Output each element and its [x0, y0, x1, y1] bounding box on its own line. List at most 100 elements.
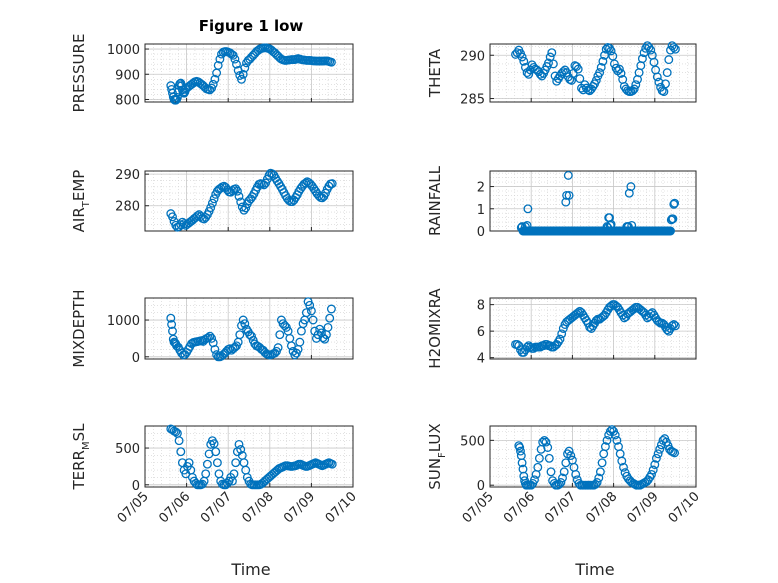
y-tick-label: 500	[460, 434, 485, 449]
data-point	[517, 222, 527, 232]
data-point	[617, 456, 627, 466]
data-point	[237, 74, 246, 84]
data-point	[520, 222, 530, 232]
data-point	[646, 45, 656, 55]
data-point	[326, 57, 336, 67]
data-point	[575, 74, 585, 84]
data-point	[547, 48, 557, 58]
data-point	[235, 330, 245, 340]
data-point	[666, 226, 675, 236]
data-point	[666, 215, 676, 225]
subplot-air-temp: 280 290 AIRTEMP	[70, 168, 354, 233]
data-point	[614, 64, 624, 74]
data-point	[544, 453, 554, 463]
data-point	[323, 322, 333, 332]
y-tick-label: 0	[477, 225, 485, 240]
data-point	[202, 459, 212, 469]
series-markers	[166, 43, 336, 105]
data-point	[600, 442, 610, 452]
data-point	[648, 465, 658, 475]
data-point	[516, 451, 526, 461]
data-point	[571, 469, 581, 479]
data-point	[174, 436, 184, 446]
x-tick-label: 07/09	[281, 489, 318, 526]
subplot-pressure: 800 900 1000 PRESSURE	[70, 34, 354, 113]
subplot-theta: 285 290 THETA	[426, 41, 697, 108]
data-point	[524, 69, 534, 79]
series-markers	[166, 168, 337, 232]
data-point	[538, 437, 548, 447]
data-point	[563, 170, 573, 180]
y-tick-label: 1000	[107, 43, 140, 58]
x-tick-label: 07/10	[666, 489, 703, 526]
data-point	[597, 458, 607, 468]
data-point	[652, 72, 662, 82]
y-axis-label: AIRTEMP	[70, 170, 92, 233]
series-markers	[511, 41, 680, 97]
data-point	[615, 449, 625, 459]
data-point	[539, 435, 549, 445]
data-point	[629, 84, 639, 94]
data-point	[649, 57, 659, 67]
data-point	[296, 326, 306, 336]
data-point	[595, 467, 605, 477]
data-point	[295, 337, 305, 347]
data-point	[637, 54, 647, 64]
subplot-sun-flux: 0 500 07/05 07/06 07/07 07/08 07/09 07/10 SUNFLU…	[426, 423, 703, 526]
data-point	[667, 321, 677, 331]
data-point	[286, 341, 296, 351]
y-axis-label: PRESSURE	[70, 34, 88, 113]
x-tick-label: 07/06	[501, 489, 538, 526]
subplot-h2omixra: 4 6 8 H2OMIXRA	[426, 288, 697, 369]
series-markers	[511, 300, 680, 357]
data-point	[167, 320, 177, 329]
y-tick-label: 280	[115, 200, 140, 215]
data-point	[519, 56, 529, 66]
data-point	[325, 313, 335, 323]
y-axis-label: MIXDEPTH	[70, 289, 88, 367]
data-point	[653, 449, 663, 459]
data-point	[662, 68, 672, 78]
data-point	[516, 446, 525, 456]
data-point	[522, 220, 532, 230]
y-tick-label: 900	[115, 68, 140, 83]
data-point	[546, 467, 556, 477]
data-point	[598, 56, 608, 66]
data-point	[516, 223, 526, 233]
y-axis-label: SUNFLUX	[426, 423, 448, 489]
data-point	[212, 458, 222, 468]
data-point	[651, 453, 661, 463]
data-point	[670, 44, 680, 54]
data-point	[631, 80, 641, 90]
data-point	[610, 430, 620, 440]
data-point	[213, 60, 223, 70]
data-point	[211, 447, 221, 457]
data-point	[626, 182, 636, 192]
data-point	[234, 191, 244, 201]
data-point	[609, 59, 619, 69]
data-point	[240, 319, 250, 329]
axes-box	[144, 297, 354, 360]
data-point	[669, 320, 679, 329]
x-axis-label-left: Time	[230, 560, 270, 579]
data-point	[647, 469, 656, 479]
data-point	[207, 198, 217, 208]
data-point	[573, 308, 583, 318]
data-point	[670, 198, 680, 208]
y-tick-label: 290	[460, 49, 485, 64]
data-point	[166, 313, 176, 323]
data-point	[208, 338, 218, 348]
data-point	[594, 473, 604, 483]
data-point	[214, 469, 224, 479]
data-point	[545, 52, 555, 62]
data-point	[176, 447, 186, 457]
data-point	[201, 469, 211, 479]
axes-box	[489, 297, 697, 360]
series-markers	[166, 424, 337, 490]
subplot-mixdepth: 0 1000 MIXDEPTH	[70, 289, 354, 368]
x-tick-label: 07/10	[323, 489, 360, 526]
data-point	[655, 444, 665, 454]
data-point	[523, 204, 533, 214]
data-point	[544, 58, 553, 68]
